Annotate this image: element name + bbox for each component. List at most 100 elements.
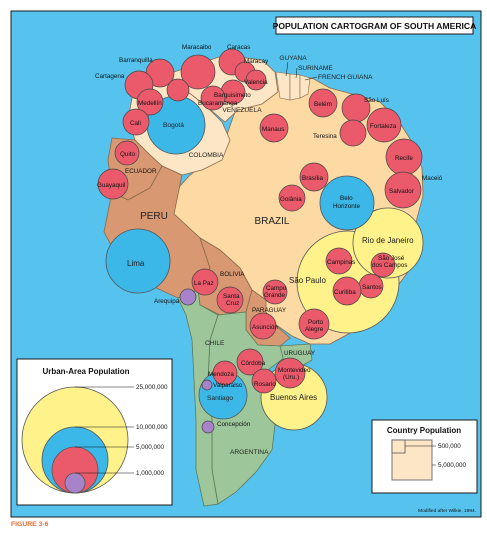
country-legend-label-small: 500,000 [438,443,461,450]
city-label-porto-alegre: Porto Alegre [305,319,324,333]
city-circle-sao-jose-dos-campos [370,252,396,278]
city-label-fortaleza: Fortaleza [370,123,397,130]
city-circle-salvador [384,171,422,209]
city-circle-cali [122,108,150,136]
city-label-santiago: Santiago [207,395,233,402]
label-peru: PERU [140,211,168,222]
leader-french-guiana [304,76,318,81]
country-legend: Country Population 500,000 5,000,000 [371,419,478,494]
city-circle-brasilia [299,162,329,192]
city-label-buenos-aires: Buenos Aires [270,393,317,402]
urban-legend-label-5m: 5,000,000 [136,444,165,451]
city-circle-santa-cruz [216,286,244,314]
city-circle-rio-de-janeiro [352,207,424,279]
city-label-sao-luis: São Luís [364,97,389,104]
city-label-mendoza: Mendoza [208,371,234,378]
city-circle-lima [105,228,171,294]
label-colombia: COLOMBIA [189,152,224,159]
city-label-recife: Recife [395,155,413,162]
city-circle-campinas [325,247,353,275]
country-french-guiana [299,74,311,99]
city-label-curitiba: Curitiba [334,289,356,296]
figure-label: FIGURE 3-6 [11,521,49,528]
label-french-guiana: FRENCH GUIANA [318,74,373,81]
city-circle-cordoba [236,348,264,376]
city-label-santa-cruz-1: Santa [223,293,240,300]
label-brazil: BRAZIL [254,216,289,227]
city-circle-small-colombia [166,78,190,102]
country-legend-square-large [391,439,433,481]
city-circle-porto-alegre [298,308,330,340]
city-circle-goiania [278,184,306,212]
city-label-asuncion: Asunción [252,324,278,331]
city-circle-concepcion [201,420,215,434]
city-label-bucaramanga: Bucaramanga [198,100,238,107]
city-circle-belo-horizonte [319,175,375,231]
city-circle-fortaleza [366,107,402,143]
city-label-manaus: Manaus [262,126,284,133]
city-label-guayaquil: Guayaquil [97,182,125,189]
city-label-campo-grande: Campo Grande [264,285,287,299]
city-circle-maracaibo [180,54,216,90]
city-label-barranquilla: Barranquilla [119,57,153,64]
city-label-teresina: Teresina [313,133,337,140]
city-circle-valparaiso [201,379,213,391]
label-uruguay: URUGUAY [284,350,316,357]
city-circle-campo-grande [262,279,288,305]
city-circle-valencia [245,69,267,91]
city-label-goiania: Goiânia [280,196,302,203]
city-label-belo-horizonte: Belo Horizonte [333,195,360,210]
city-label-montevideo-1: Montevideo [278,367,311,374]
urban-legend-title: Urban-Area Population [42,367,129,376]
leader-guyana [285,61,289,77]
label-argentina: ARGENTINA [230,449,269,456]
city-label-quito: Quito [120,151,136,158]
city-label-sao-jose-1: São José [378,255,405,262]
city-label-maceio: Maceió [422,175,443,182]
urban-legend-circle-1m [64,472,86,494]
city-label-valencia: Valencia [244,79,268,86]
city-label-caracas: Caracas [227,44,250,51]
country-legend-square-small [391,439,406,454]
city-label-santa-cruz: Santa Cruz [223,293,240,307]
city-circle-medellin [136,88,164,116]
city-label-santos: Santos [362,284,382,291]
city-label-belem: Belém [314,101,332,108]
city-label-cali: Cali [130,120,141,127]
city-label-campinas: Campinas [327,259,355,266]
city-label-bogota: Bogotá [163,122,184,129]
city-label-montevideo-2: (Uru.) [283,374,299,381]
city-circle-manaus [259,113,289,143]
city-circle-arequipa [179,288,197,306]
city-label-campo-grande-1: Campo [266,285,287,292]
city-label-valparaiso: Valparaiso [213,382,243,389]
label-chile: CHILE [205,340,225,347]
city-circle-montevideo [274,357,306,389]
label-venezuela: VENEZUELA [222,107,262,114]
city-label-cartagena: Cartagena [95,73,125,80]
country-chile [177,289,219,507]
city-label-rosario: Rosario [254,381,276,388]
country-legend-title: Country Population [387,426,461,435]
city-circle-quito [114,140,140,166]
label-guyana: GUYANA [279,55,307,62]
label-bolivia: BOLIVIA [220,271,245,278]
city-label-sao-jose-2: dos Campos [372,262,407,269]
city-label-porto-alegre-1: Porto [308,319,324,326]
city-label-maracaibo: Maracaibo [182,44,212,51]
label-ecuador: ECUADOR [125,168,157,175]
city-label-salvador: Salvador [389,188,414,195]
city-label-medellin: Medellín [138,100,162,107]
city-circle-curitiba [332,276,362,306]
city-label-barquisimeto: Barquisimeto [214,92,251,99]
city-label-santa-cruz-2: Cruz [226,300,239,307]
city-label-belo-horizonte-1: Belo [340,195,353,202]
city-label-maracay: Maracay [244,58,269,65]
credit-text: Modified after Wilkie, 1994. [418,508,476,514]
urban-legend-label-25m: 25,000,000 [136,384,168,391]
urban-legend: Urban-Area Population 25,000,000 10,000,… [16,358,173,506]
city-circle-teresina [339,119,367,147]
city-label-arequipa: Arequipa [154,298,180,305]
country-legend-label-large: 5,000,000 [438,462,467,469]
